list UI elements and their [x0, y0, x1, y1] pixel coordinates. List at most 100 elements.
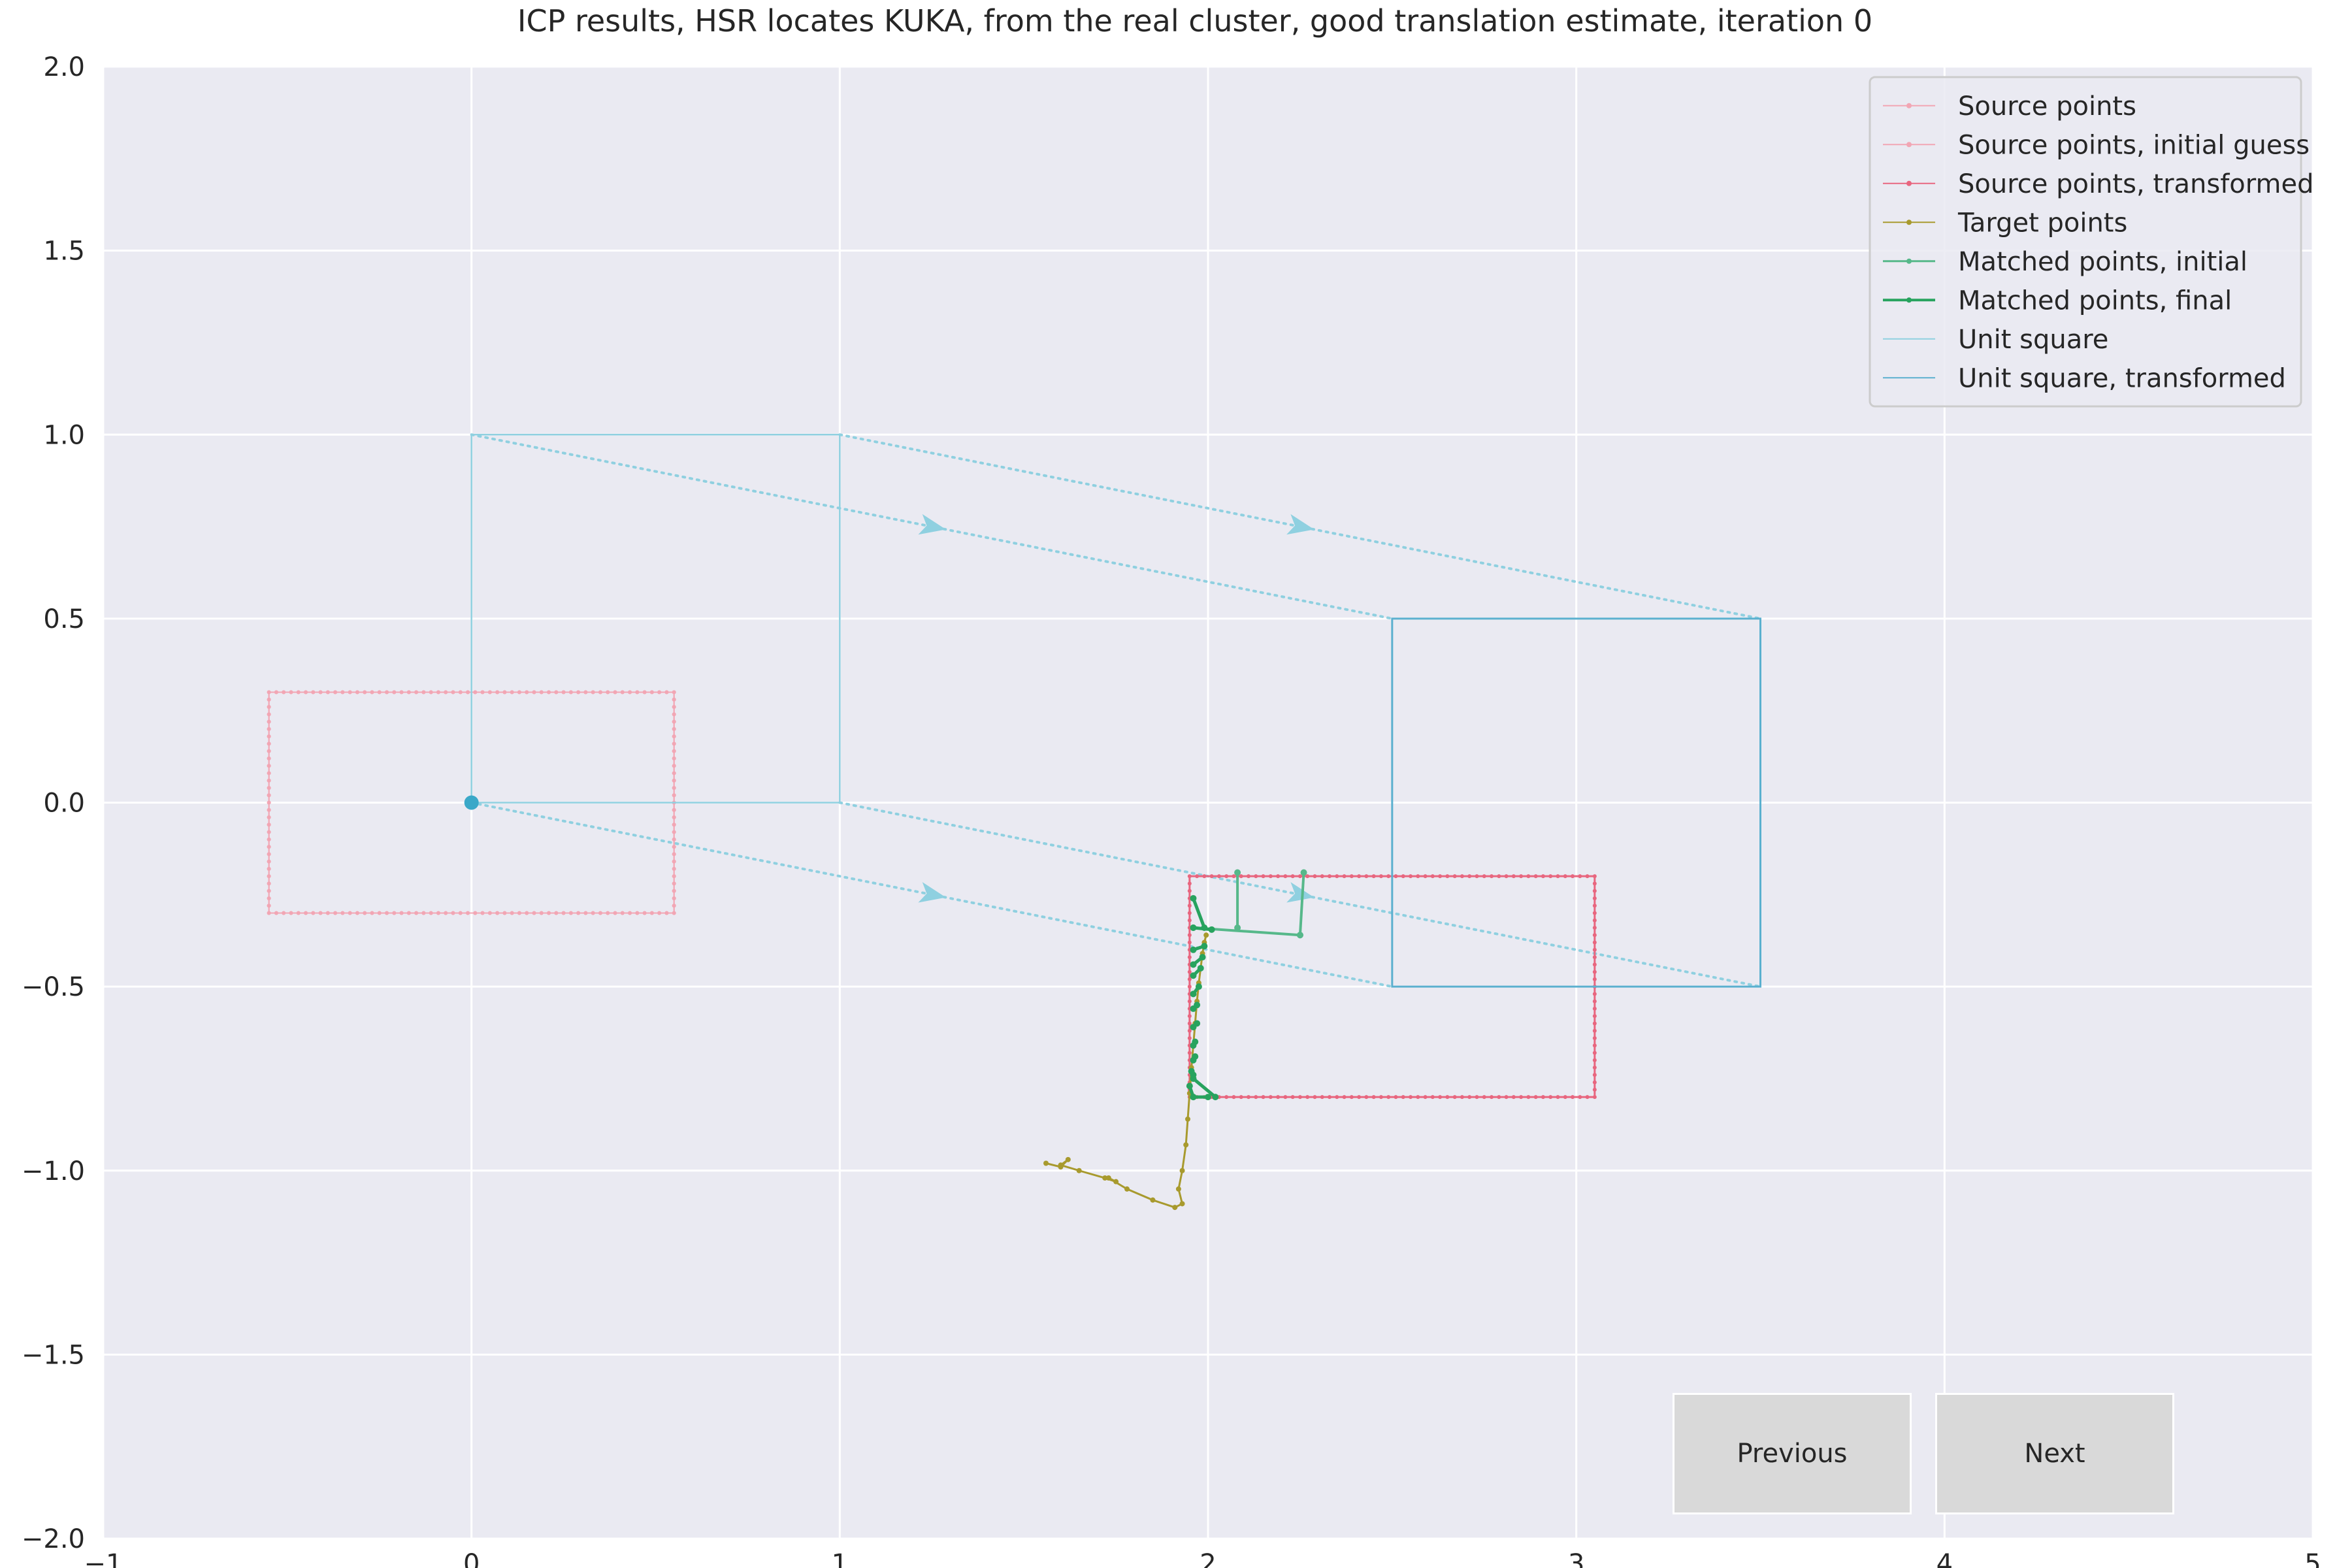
point-marker: [1283, 1095, 1288, 1100]
point-marker: [606, 911, 610, 915]
point-marker: [1592, 1043, 1597, 1048]
legend-marker: [1906, 180, 1912, 186]
point-marker: [1533, 874, 1538, 879]
next-button[interactable]: Next: [1935, 1393, 2174, 1514]
point-marker: [318, 690, 323, 694]
point-marker: [1184, 1116, 1190, 1122]
point-marker: [672, 889, 676, 893]
point-marker: [267, 719, 271, 724]
point-marker: [363, 690, 367, 694]
point-marker: [1298, 874, 1302, 879]
point-marker: [1209, 874, 1214, 879]
point-marker: [399, 690, 404, 694]
point-marker: [267, 771, 271, 776]
point-marker: [1247, 874, 1251, 879]
point-marker: [473, 911, 478, 915]
point-marker: [1203, 932, 1209, 938]
point-marker: [672, 911, 676, 915]
point-marker: [672, 749, 676, 753]
point-marker: [1208, 926, 1215, 933]
point-marker: [1187, 1051, 1192, 1055]
point-marker: [377, 690, 382, 694]
point-marker: [672, 771, 676, 776]
point-marker: [525, 911, 529, 915]
point-marker: [649, 690, 654, 694]
point-marker: [672, 742, 676, 746]
point-marker: [606, 690, 610, 694]
point-marker: [436, 690, 440, 694]
point-marker: [672, 734, 676, 739]
point-marker: [487, 911, 492, 915]
y-tick-label: 2.0: [43, 52, 85, 82]
point-marker: [267, 727, 271, 731]
point-marker: [1232, 874, 1236, 879]
point-marker: [1497, 874, 1501, 879]
point-marker: [1519, 874, 1524, 879]
point-marker: [1541, 1095, 1545, 1100]
point-marker: [267, 896, 271, 900]
point-marker: [1592, 1073, 1597, 1077]
point-marker: [1179, 1201, 1185, 1207]
point-marker: [1239, 874, 1243, 879]
point-marker: [1190, 990, 1197, 998]
legend-marker: [1906, 142, 1912, 148]
previous-button[interactable]: Previous: [1673, 1393, 1912, 1514]
point-marker: [267, 764, 271, 768]
point-marker: [1212, 1094, 1219, 1101]
point-marker: [1268, 874, 1273, 879]
point-marker: [1283, 874, 1288, 879]
match-segment: [1298, 871, 1305, 937]
point-marker: [1592, 1066, 1597, 1070]
legend-entry: Target points: [1957, 208, 2127, 238]
point-marker: [1239, 1095, 1243, 1100]
point-marker: [1187, 911, 1192, 915]
point-marker: [267, 712, 271, 717]
point-marker: [672, 785, 676, 790]
point-marker: [1445, 874, 1450, 879]
point-marker: [1401, 1095, 1405, 1100]
point-marker: [1187, 889, 1192, 893]
point-marker: [628, 911, 632, 915]
point-marker: [451, 690, 455, 694]
point-marker: [1592, 970, 1597, 974]
point-marker: [267, 845, 271, 849]
series-6-line: [470, 434, 841, 804]
point-marker: [672, 764, 676, 768]
point-marker: [267, 697, 271, 702]
point-marker: [436, 911, 440, 915]
point-marker: [1592, 926, 1597, 930]
point-marker: [466, 911, 470, 915]
point-marker: [296, 690, 301, 694]
point-marker: [1183, 1142, 1189, 1148]
point-marker: [1192, 1053, 1199, 1060]
point-marker: [1548, 1095, 1553, 1100]
point-marker: [1247, 1095, 1251, 1100]
legend-box: [1869, 76, 2302, 408]
point-marker: [539, 911, 544, 915]
point-marker: [421, 911, 426, 915]
y-tick-label: 1.5: [43, 237, 85, 267]
point-marker: [1349, 874, 1354, 879]
point-marker: [532, 690, 536, 694]
point-marker: [267, 815, 271, 820]
point-marker: [1592, 1058, 1597, 1062]
point-marker: [613, 690, 617, 694]
point-marker: [1276, 874, 1281, 879]
point-marker: [1113, 1179, 1119, 1184]
point-marker: [1290, 1095, 1295, 1100]
point-marker: [591, 911, 595, 915]
point-marker: [1504, 874, 1509, 879]
point-marker: [672, 859, 676, 864]
point-marker: [547, 690, 551, 694]
y-tick-label: −2.0: [22, 1524, 85, 1554]
point-marker: [657, 690, 662, 694]
transform-arrow-head: [1286, 514, 1315, 535]
point-marker: [554, 690, 559, 694]
point-marker: [1364, 874, 1369, 879]
point-marker: [1224, 874, 1229, 879]
point-marker: [1187, 970, 1192, 974]
point-marker: [1430, 1095, 1435, 1100]
point-marker: [554, 911, 559, 915]
point-marker: [672, 904, 676, 908]
point-marker: [672, 815, 676, 820]
